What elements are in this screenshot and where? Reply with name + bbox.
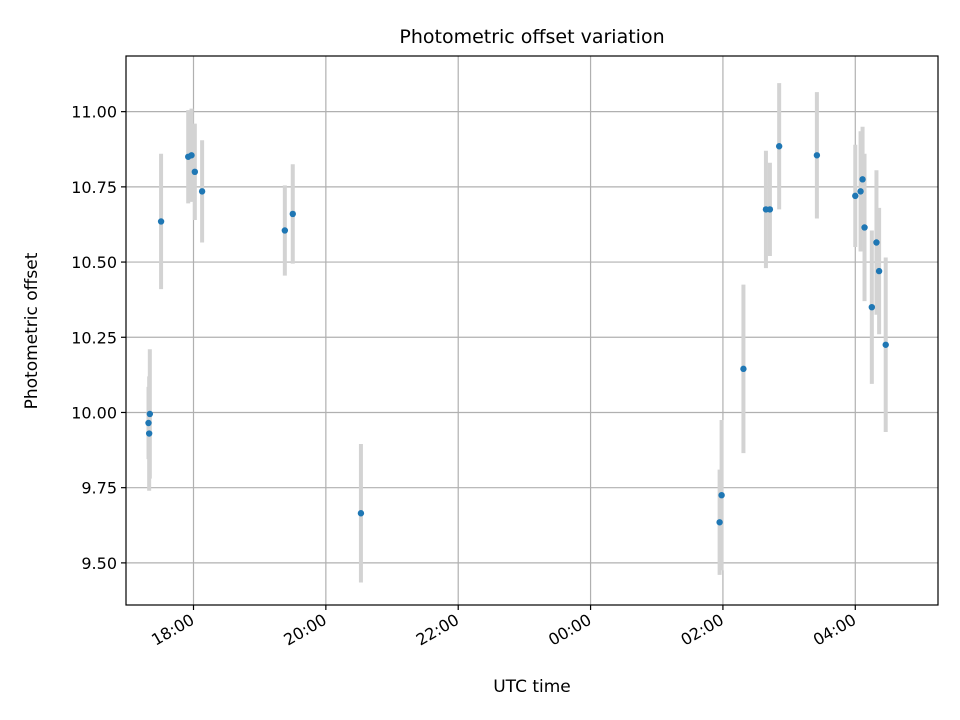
- grid: [126, 56, 938, 605]
- data-point: [191, 168, 199, 176]
- data-point: [875, 267, 883, 275]
- data-point: [857, 188, 864, 195]
- data-point: [766, 206, 774, 213]
- data-point: [145, 430, 153, 437]
- data-point: [188, 152, 195, 159]
- data-point: [198, 188, 206, 195]
- y-tick-label: 9.75: [81, 479, 117, 498]
- data-point: [157, 218, 165, 225]
- data-point: [289, 210, 296, 218]
- data-point: [882, 341, 889, 348]
- x-axis-label: UTC time: [493, 677, 571, 697]
- plot-frame: [125, 55, 939, 606]
- y-tick-label: 10.25: [71, 328, 117, 347]
- y-tick-label: 11.00: [71, 103, 117, 122]
- y-tick-label: 10.00: [71, 403, 117, 422]
- y-tick-label: 9.50: [81, 554, 117, 573]
- data-point: [146, 410, 154, 418]
- data-points: [145, 143, 889, 526]
- y-axis-label: Photometric offset: [22, 252, 42, 409]
- y-tick-label: 10.75: [71, 178, 117, 197]
- data-point: [813, 152, 821, 159]
- data-point: [775, 143, 783, 150]
- chart-title: Photometric offset variation: [399, 26, 664, 48]
- data-point: [357, 510, 365, 517]
- data-point: [716, 519, 723, 526]
- data-point: [740, 365, 747, 373]
- y-axis: 9.50 9.75 10.00 10.25 10.50 10.75 11.00: [71, 103, 126, 573]
- data-point: [861, 224, 868, 231]
- data-point: [868, 303, 876, 311]
- data-point: [281, 227, 289, 234]
- data-point: [873, 239, 880, 246]
- data-point: [145, 419, 152, 427]
- data-point: [718, 492, 725, 499]
- y-tick-label: 10.50: [71, 253, 117, 272]
- data-point: [859, 176, 866, 183]
- data-point: [852, 192, 859, 200]
